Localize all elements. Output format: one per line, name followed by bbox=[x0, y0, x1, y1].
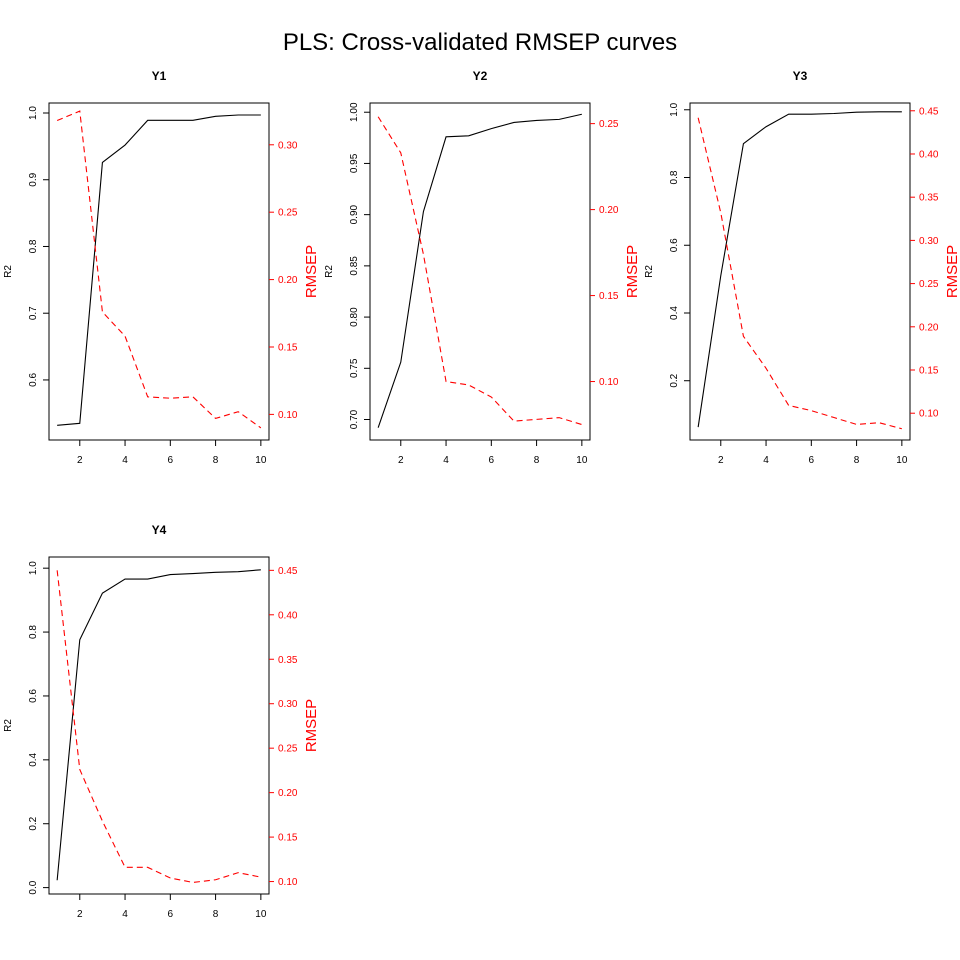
left-y-tick-label: 0.4 bbox=[669, 306, 680, 320]
r2-series-line bbox=[377, 113, 582, 428]
x-tick-label: 2 bbox=[718, 455, 724, 466]
left-y-tick-label: 0.75 bbox=[349, 358, 360, 378]
left-y-tick-label: 0.2 bbox=[669, 373, 680, 387]
right-y-tick-label: 0.10 bbox=[278, 877, 298, 888]
right-y-tick-label: 0.15 bbox=[278, 342, 298, 353]
r2-series-line bbox=[56, 569, 261, 881]
right-y-tick-label: 0.20 bbox=[278, 275, 298, 286]
right-axis-title: RMSEP bbox=[624, 245, 641, 298]
left-axis-title: R2 bbox=[3, 265, 14, 278]
right-y-tick-label: 0.30 bbox=[919, 236, 939, 247]
x-tick-label: 6 bbox=[168, 455, 174, 466]
plot-frame bbox=[48, 102, 270, 441]
right-axis-title: RMSEP bbox=[303, 699, 320, 752]
panel-title: Y4 bbox=[152, 523, 167, 537]
left-y-tick-label: 1.0 bbox=[28, 106, 39, 120]
left-y-tick-label: 0.9 bbox=[28, 172, 39, 186]
left-y-tick-label: 0.4 bbox=[28, 752, 39, 766]
left-y-tick-label: 1.0 bbox=[669, 102, 680, 116]
right-y-tick-label: 0.15 bbox=[919, 366, 939, 377]
left-axis-title: R2 bbox=[3, 719, 14, 732]
figure-title: PLS: Cross-validated RMSEP curves bbox=[283, 29, 677, 56]
x-tick-label: 2 bbox=[77, 909, 83, 920]
left-y-tick-label: 0.8 bbox=[28, 239, 39, 253]
rmsep-series-line bbox=[697, 117, 902, 430]
right-y-tick-label: 0.15 bbox=[599, 291, 619, 302]
panel-title: Y2 bbox=[473, 69, 488, 83]
panel-y1: Y1 2 4 6 8 10 0.6 0.7 0.8 0.9 1.0 R2 0.10 0.15 0.20 0.2… bbox=[3, 69, 320, 466]
right-y-tick-label: 0.35 bbox=[278, 655, 298, 666]
left-y-tick-label: 0.6 bbox=[28, 689, 39, 703]
plot-frame bbox=[369, 102, 591, 441]
rmsep-series-line bbox=[56, 110, 262, 429]
r2-series-line bbox=[697, 111, 902, 428]
left-y-tick-label: 0.7 bbox=[28, 306, 39, 320]
x-tick-label: 4 bbox=[443, 455, 449, 466]
panel-y2: Y2 2 4 6 8 10 0.70 0.75 0.80 0.85 0.90 0.95 1.00 R2 0.… bbox=[324, 69, 641, 466]
left-y-tick-label: 0.95 bbox=[349, 153, 360, 173]
x-tick-label: 10 bbox=[576, 455, 588, 466]
right-axis-title: RMSEP bbox=[303, 245, 320, 298]
panel-y4: Y4 2 4 6 8 10 0.0 0.2 0.4 0.6 0.8 1.0 R2 0.10 0.15 0.20… bbox=[3, 523, 320, 920]
left-axis-title: R2 bbox=[644, 265, 655, 278]
right-y-tick-label: 0.30 bbox=[278, 699, 298, 710]
right-y-tick-label: 0.15 bbox=[278, 833, 298, 844]
right-y-tick-label: 0.25 bbox=[278, 208, 298, 219]
x-tick-label: 10 bbox=[896, 455, 908, 466]
right-y-tick-label: 0.25 bbox=[278, 744, 298, 755]
x-tick-label: 6 bbox=[168, 909, 174, 920]
rmsep-series-line bbox=[377, 116, 583, 426]
panel-y3: Y3 2 4 6 8 10 0.2 0.4 0.6 0.8 1.0 R2 0.10 0.15 0.20 0.2… bbox=[644, 69, 960, 466]
right-y-tick-label: 0.20 bbox=[599, 205, 619, 216]
right-y-tick-label: 0.25 bbox=[599, 119, 619, 130]
right-y-tick-label: 0.25 bbox=[919, 279, 939, 290]
x-tick-label: 2 bbox=[77, 455, 83, 466]
left-y-tick-label: 1.0 bbox=[28, 561, 39, 575]
right-y-tick-label: 0.35 bbox=[919, 193, 939, 204]
x-tick-label: 10 bbox=[255, 455, 267, 466]
panel-title: Y1 bbox=[152, 69, 167, 83]
left-y-tick-label: 0.80 bbox=[349, 307, 360, 327]
panel-title: Y3 bbox=[793, 69, 808, 83]
r2-series-line bbox=[57, 114, 261, 426]
right-y-tick-label: 0.20 bbox=[278, 788, 298, 799]
left-y-tick-label: 0.8 bbox=[669, 170, 680, 184]
left-axis-title: R2 bbox=[324, 265, 335, 278]
right-y-tick-label: 0.20 bbox=[919, 322, 939, 333]
rmsep-series-line bbox=[56, 570, 261, 883]
x-tick-label: 6 bbox=[489, 455, 495, 466]
left-y-tick-label: 0.6 bbox=[669, 238, 680, 252]
left-y-tick-label: 0.8 bbox=[28, 625, 39, 639]
left-y-tick-label: 0.0 bbox=[28, 880, 39, 894]
right-y-tick-label: 0.10 bbox=[919, 409, 939, 420]
right-y-tick-label: 0.10 bbox=[599, 377, 619, 388]
left-y-tick-label: 1.00 bbox=[349, 102, 360, 122]
left-y-tick-label: 0.6 bbox=[28, 373, 39, 387]
right-y-tick-label: 0.30 bbox=[278, 140, 298, 151]
right-y-tick-label: 0.40 bbox=[278, 610, 298, 621]
x-tick-label: 8 bbox=[213, 455, 219, 466]
x-tick-label: 8 bbox=[854, 455, 860, 466]
x-tick-label: 4 bbox=[122, 455, 128, 466]
x-tick-label: 2 bbox=[398, 455, 404, 466]
left-y-tick-label: 0.2 bbox=[28, 816, 39, 830]
right-y-tick-label: 0.10 bbox=[278, 410, 298, 421]
left-y-tick-label: 0.90 bbox=[349, 204, 360, 224]
left-y-tick-label: 0.85 bbox=[349, 256, 360, 276]
x-tick-label: 4 bbox=[122, 909, 128, 920]
x-tick-label: 8 bbox=[534, 455, 540, 466]
plot-frame bbox=[689, 102, 911, 441]
x-tick-label: 6 bbox=[809, 455, 815, 466]
right-y-tick-label: 0.45 bbox=[919, 106, 939, 117]
right-y-tick-label: 0.40 bbox=[919, 149, 939, 160]
x-tick-label: 4 bbox=[763, 455, 769, 466]
left-y-tick-label: 0.70 bbox=[349, 409, 360, 429]
plot-frame bbox=[48, 556, 270, 895]
x-tick-label: 10 bbox=[255, 909, 267, 920]
right-axis-title: RMSEP bbox=[944, 245, 960, 298]
right-y-tick-label: 0.45 bbox=[278, 566, 298, 577]
x-tick-label: 8 bbox=[213, 909, 219, 920]
